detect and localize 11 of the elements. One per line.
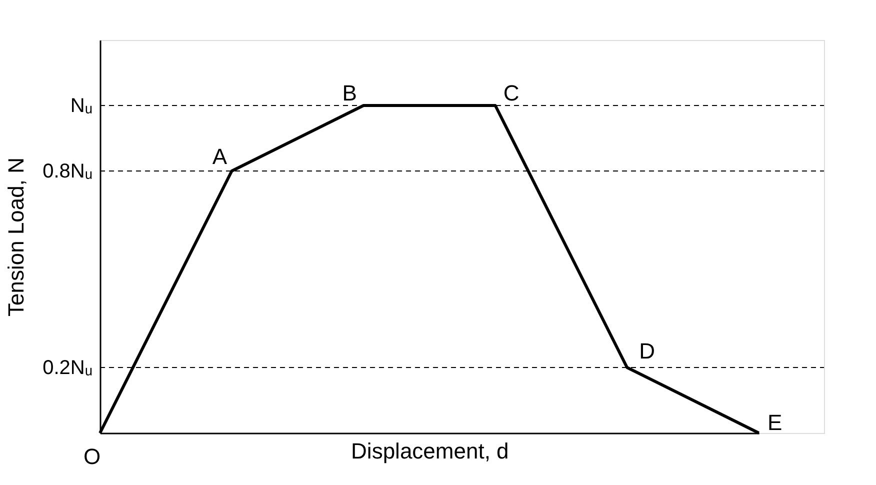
text: O	[83, 444, 101, 469]
annotation: C	[503, 80, 520, 106]
y-tick-label: 0.8Nᵤ	[42, 160, 92, 182]
x-axis-title: Displacement, d	[351, 438, 509, 464]
y-tick-label: Nᵤ	[70, 95, 92, 117]
annotation: B	[342, 80, 357, 106]
annotation: A	[212, 144, 228, 169]
y-axis-title: Tension Load, N	[4, 158, 29, 316]
annotation: D	[639, 338, 656, 364]
annotation: E	[767, 410, 782, 435]
y-tick-label: 0.2Nᵤ	[42, 357, 92, 379]
